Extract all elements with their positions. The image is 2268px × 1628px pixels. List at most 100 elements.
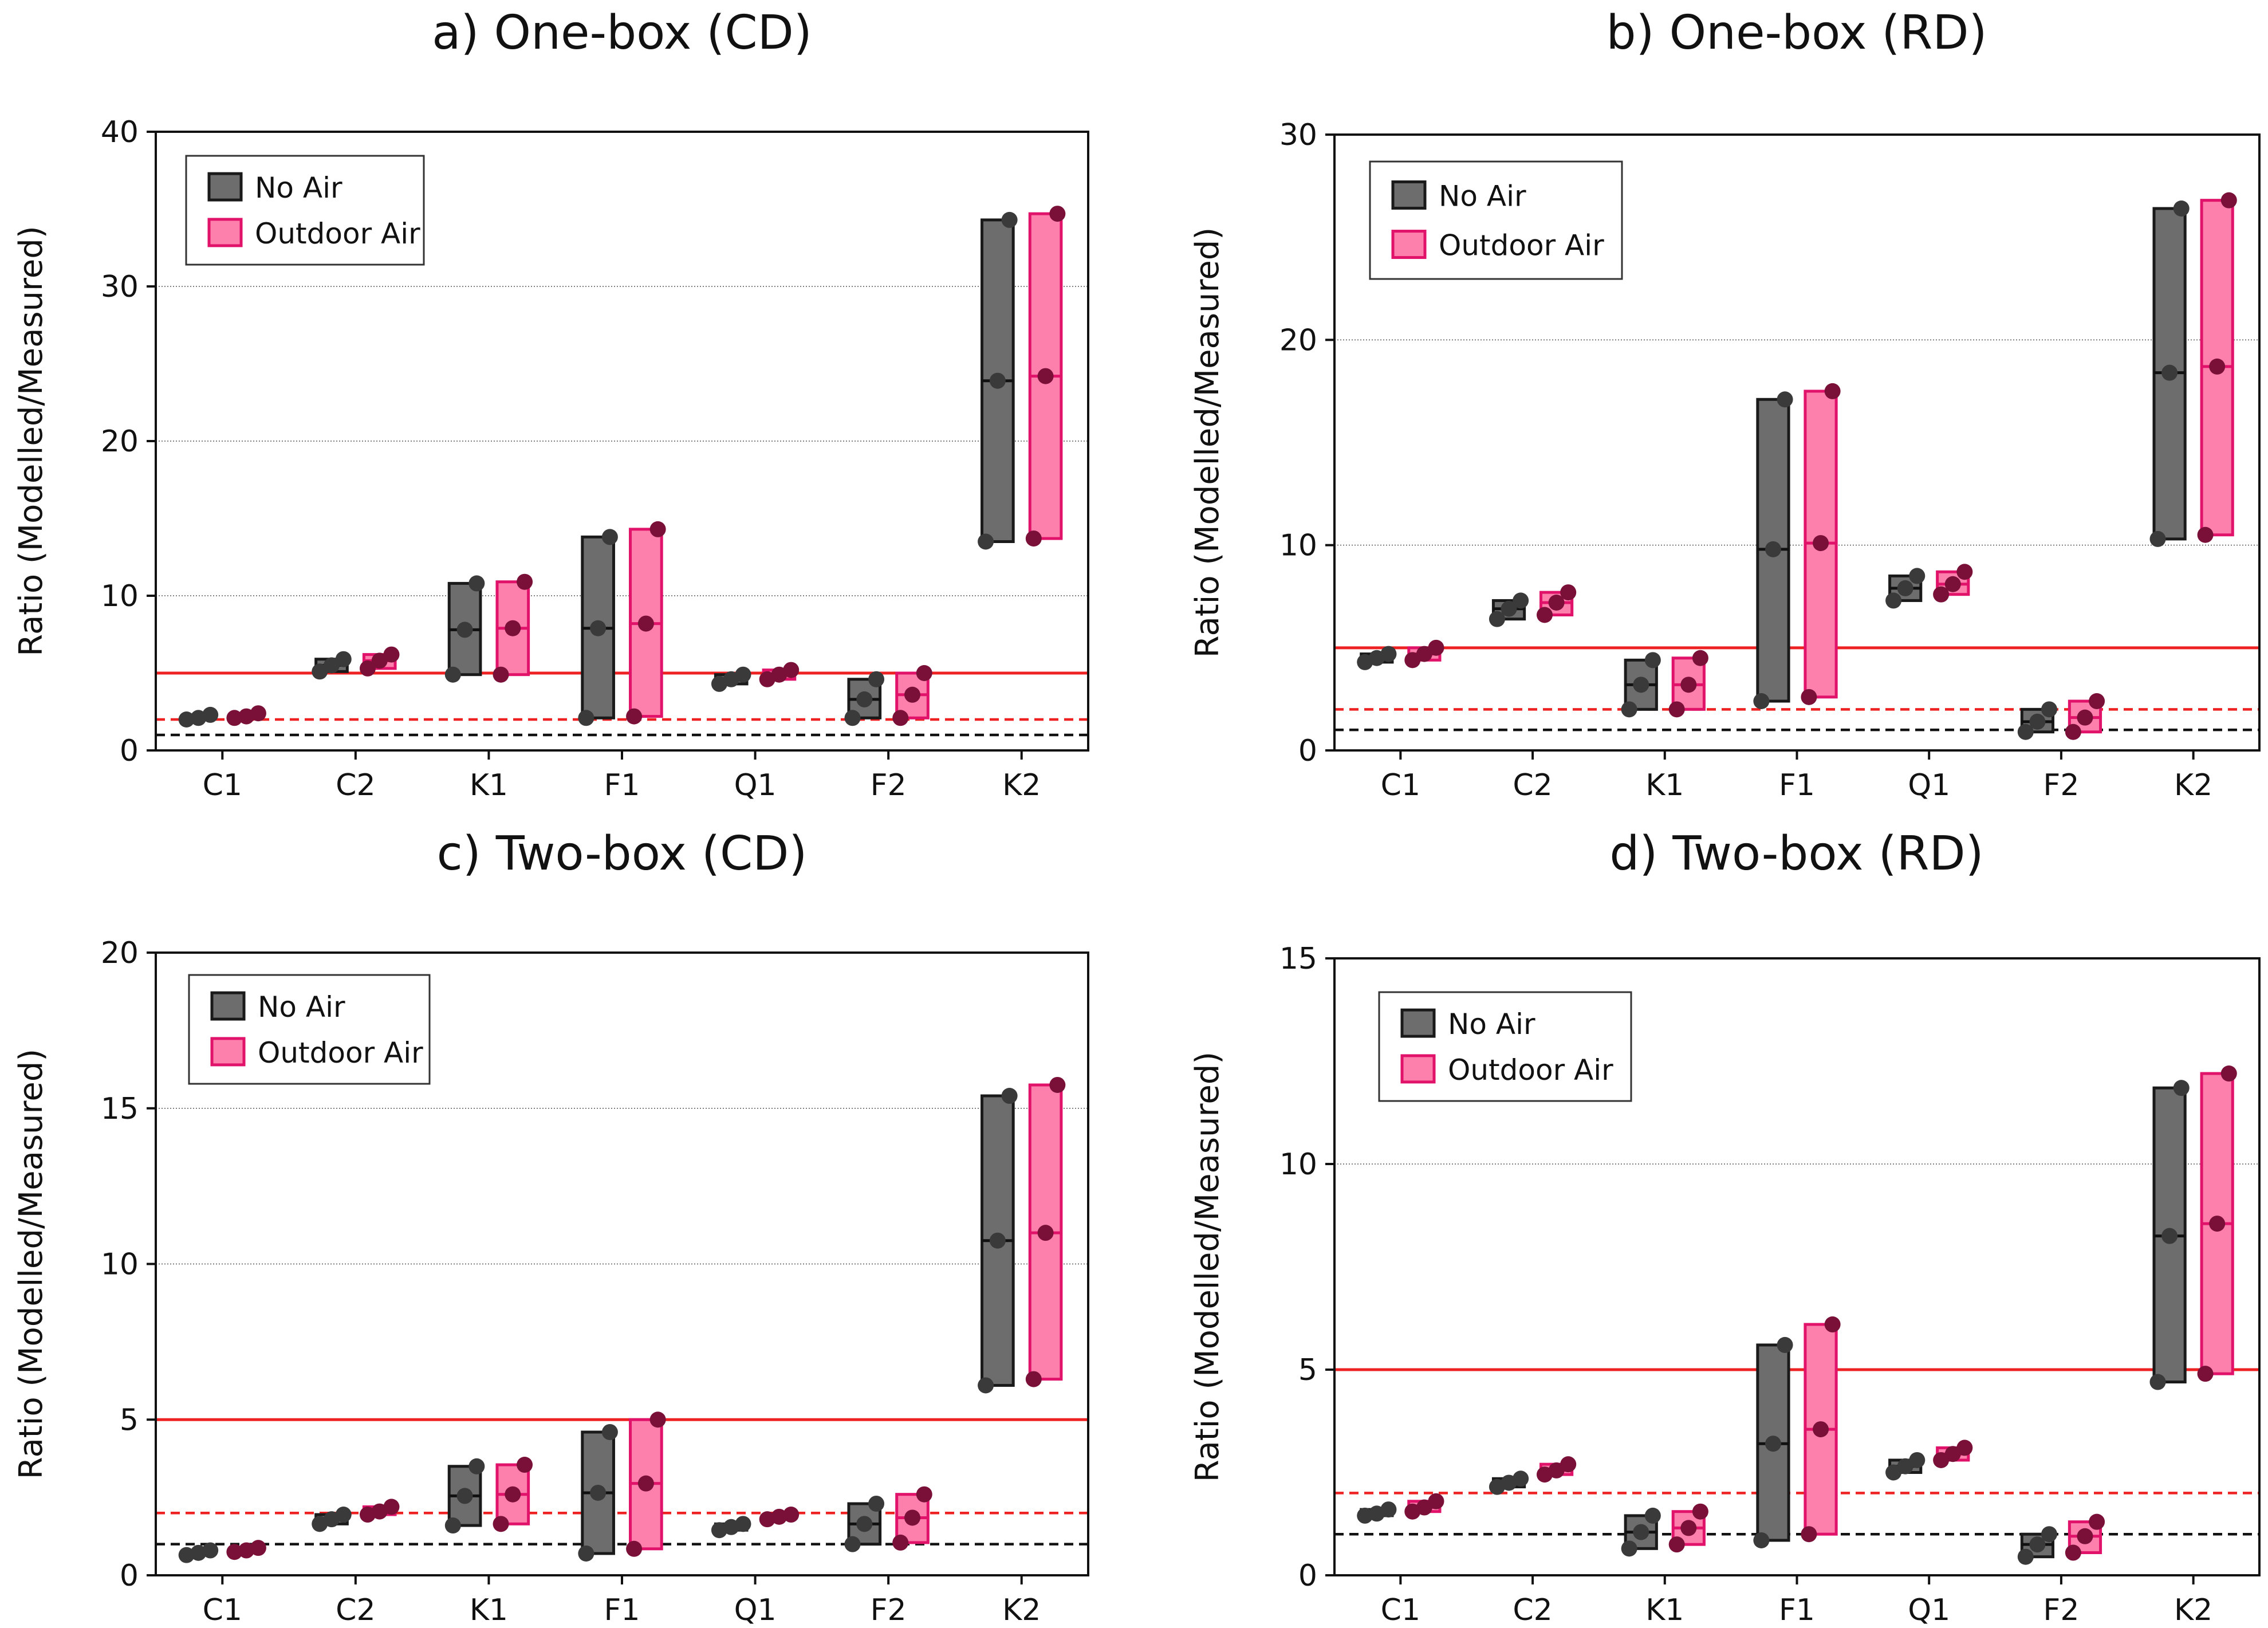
outdoor-air-point-k2 (1025, 530, 1042, 547)
legend-swatch-outdoor-air (207, 218, 243, 247)
plot-frame (1333, 957, 2261, 1576)
y-tick-label: 10 (101, 579, 139, 614)
no-air-point-f1 (1777, 391, 1793, 408)
no-air-point-f1 (578, 1545, 594, 1562)
no-air-point-c1 (202, 706, 219, 723)
no-air-point-c2 (323, 657, 340, 674)
outdoor-air-point-c2 (1560, 1456, 1577, 1473)
outdoor-air-point-c1 (226, 1544, 243, 1560)
outdoor-air-point-f1 (626, 1540, 643, 1557)
legend: No Air Outdoor Air (188, 974, 431, 1085)
y-tick-label: 0 (120, 734, 139, 768)
legend-label-outdoor-air: Outdoor Air (1439, 229, 1604, 262)
y-tick-label: 20 (1279, 323, 1317, 357)
outdoor-air-point-k1 (493, 666, 509, 683)
x-tick-label: K2 (2174, 1593, 2212, 1627)
y-tick-label: 0 (120, 1559, 139, 1593)
outdoor-air-point-c2 (371, 652, 388, 669)
outdoor-air-point-f1 (637, 615, 654, 632)
outdoor-air-point-k1 (1692, 650, 1708, 666)
x-tick-label: Q1 (1908, 1593, 1950, 1627)
no-air-point-k2 (2149, 1374, 2166, 1390)
x-tick-label: K2 (1002, 768, 1041, 803)
no-air-point-k1 (468, 1458, 485, 1474)
no-air-point-f1 (601, 1423, 618, 1440)
outdoor-air-point-c1 (1416, 1499, 1432, 1516)
no-air-point-q1 (1897, 1458, 1913, 1474)
y-axis-label: Ratio (Modelled/Measured) (1189, 1052, 1226, 1482)
outdoor-air-point-f2 (2077, 1528, 2093, 1544)
no-air-point-c2 (335, 1507, 352, 1523)
legend-label-no-air: No Air (255, 171, 342, 205)
chart-title: b) One-box (RD) (1606, 6, 1987, 60)
no-air-point-k1 (1644, 1507, 1661, 1524)
no-air-point-c2 (335, 651, 352, 667)
outdoor-air-point-q1 (1956, 1440, 1973, 1456)
no-air-point-k2 (989, 372, 1006, 389)
no-air-point-f2 (2017, 1548, 2034, 1565)
no-air-point-f2 (2029, 713, 2046, 730)
y-axis-label: Ratio (Modelled/Measured) (13, 1049, 50, 1479)
no-air-point-c1 (1380, 1501, 1397, 1518)
no-air-point-c2 (1489, 611, 1505, 627)
no-air-point-c2 (1513, 1470, 1529, 1487)
legend-swatch-no-air (1400, 1008, 1436, 1038)
outdoor-air-point-f1 (1801, 689, 1817, 705)
no-air-point-q1 (1897, 580, 1913, 596)
x-tick-label: C1 (203, 768, 242, 803)
x-tick-label: C2 (1513, 768, 1552, 803)
no-air-point-k1 (444, 666, 461, 683)
y-tick-label: 0 (1298, 1559, 1317, 1593)
outdoor-air-point-c1 (250, 1540, 266, 1556)
no-air-point-k1 (1633, 677, 1649, 693)
outdoor-air-point-k1 (493, 1516, 509, 1532)
y-tick-label: 30 (101, 270, 139, 304)
no-air-point-k1 (1621, 1540, 1637, 1557)
panel-a: a) One-box (CD) Ratio (Modelled/Measured)… (13, 6, 1089, 803)
no-air-point-k2 (2173, 200, 2190, 217)
legend-swatch-no-air (207, 172, 243, 202)
outdoor-air-point-k1 (1680, 1520, 1697, 1536)
x-tick-label: Q1 (734, 768, 777, 803)
x-tick-label: F2 (871, 768, 907, 803)
no-air-point-k2 (2161, 364, 2178, 381)
outdoor-air-point-f2 (904, 1509, 921, 1526)
plot-frame (1333, 133, 2261, 752)
outdoor-air-point-k2 (2197, 526, 2214, 543)
no-air-point-k1 (444, 1517, 461, 1534)
no-air-point-f1 (1765, 541, 1781, 557)
outdoor-air-point-k2 (2209, 358, 2226, 375)
outdoor-air-point-k2 (1037, 368, 1054, 384)
no-air-point-f1 (1753, 693, 1770, 709)
outdoor-air-point-k2 (1025, 1371, 1042, 1387)
legend-swatch-no-air (1391, 180, 1427, 210)
x-tick-label: F1 (604, 1593, 640, 1627)
no-air-point-f1 (1753, 1532, 1770, 1548)
outdoor-air-point-c1 (1428, 639, 1444, 656)
outdoor-air-point-c1 (250, 705, 266, 722)
outdoor-air-point-q1 (1944, 1446, 1961, 1462)
outdoor-air-point-c2 (1548, 595, 1565, 611)
no-air-point-k2 (1001, 211, 1018, 228)
y-tick-label: 5 (1298, 1353, 1317, 1387)
no-air-point-c2 (312, 663, 328, 680)
no-air-point-k2 (978, 533, 994, 550)
outdoor-air-point-k1 (1692, 1503, 1708, 1520)
no-air-point-k1 (1644, 652, 1661, 668)
x-tick-label: K1 (470, 768, 508, 803)
x-tick-label: C1 (1381, 1593, 1420, 1627)
x-tick-label: K2 (1002, 1593, 1041, 1627)
plot-frame (155, 951, 1089, 1576)
outdoor-air-point-k2 (1049, 206, 1066, 222)
x-tick-label: Q1 (734, 1593, 777, 1627)
no-air-point-k1 (456, 622, 473, 638)
outdoor-air-point-k2 (1049, 1076, 1066, 1093)
outdoor-air-point-f1 (626, 708, 643, 725)
x-tick-label: F2 (2043, 768, 2079, 803)
legend: No Air Outdoor Air (1369, 160, 1623, 280)
outdoor-air-point-f2 (916, 665, 932, 681)
outdoor-air-point-c2 (1548, 1462, 1565, 1478)
y-tick-label: 5 (120, 1403, 139, 1437)
outdoor-air-point-f2 (2065, 723, 2081, 740)
